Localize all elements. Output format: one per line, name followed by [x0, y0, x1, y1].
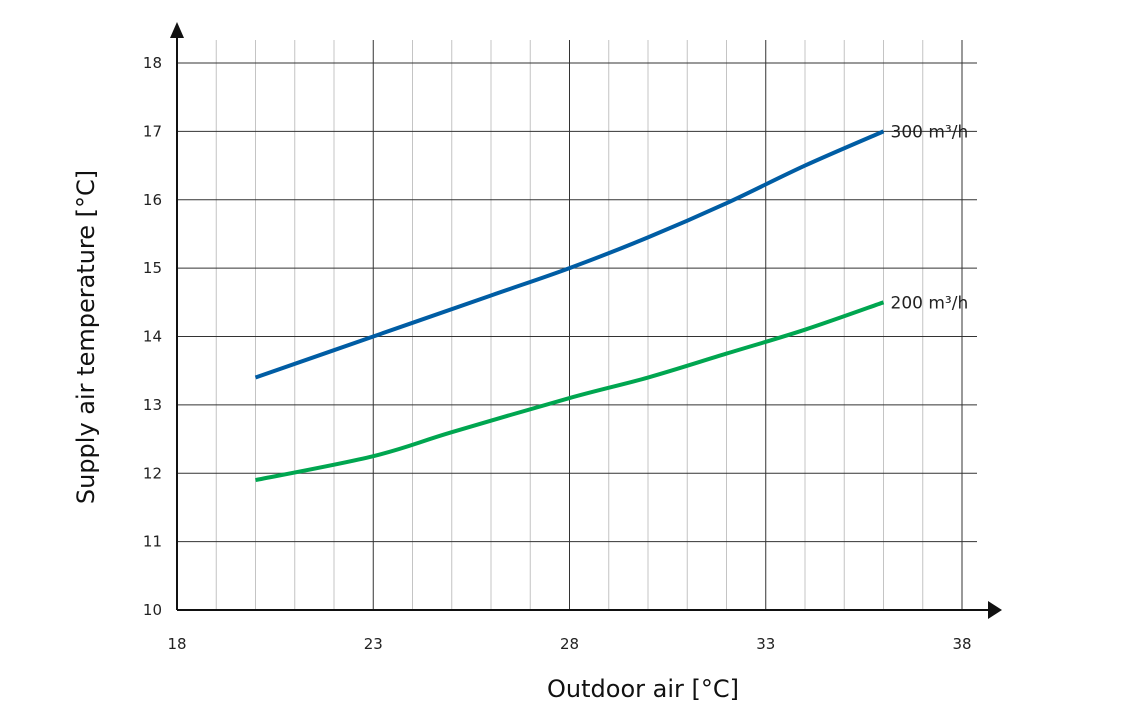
series-line: [255, 300, 885, 483]
y-tick-label: 18: [143, 54, 162, 72]
y-tick-label: 16: [143, 191, 162, 209]
x-tick-label: 18: [167, 635, 186, 653]
y-tick-label: 13: [143, 396, 162, 414]
series: 300 m³/h 200 m³/h: [254, 122, 969, 483]
axes: [170, 22, 1002, 619]
x-axis-label: Outdoor air [°C]: [547, 675, 739, 703]
x-tick-label: 33: [756, 635, 775, 653]
tick-labels: 18 23 28 33 38 10 11 12 13 14 15 16 17 18: [143, 54, 972, 653]
y-tick-label: 10: [143, 601, 162, 619]
series-label: 300 m³/h: [891, 122, 969, 142]
series-300: 300 m³/h: [254, 122, 969, 380]
grid: [177, 40, 977, 610]
y-axis-arrow: [170, 22, 184, 38]
y-tick-label: 17: [143, 122, 162, 140]
series-line: [254, 129, 885, 380]
series-200: 200 m³/h: [255, 293, 969, 483]
y-tick-label: 15: [143, 259, 162, 277]
y-tick-label: 11: [143, 533, 162, 551]
x-tick-label: 38: [952, 635, 971, 653]
y-axis-label: Supply air temperature [°C]: [72, 170, 100, 504]
x-tick-label: 28: [560, 635, 579, 653]
x-axis-arrow: [988, 601, 1002, 619]
series-label: 200 m³/h: [891, 293, 969, 313]
y-tick-label: 12: [143, 464, 162, 482]
y-tick-label: 14: [143, 328, 162, 346]
x-tick-label: 23: [364, 635, 383, 653]
